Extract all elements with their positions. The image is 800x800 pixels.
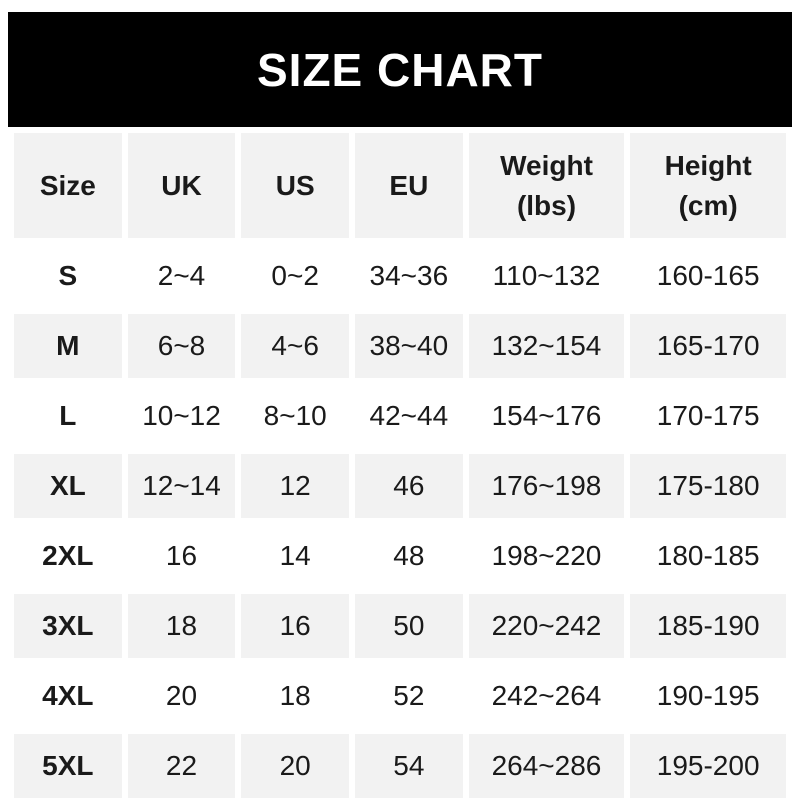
height-cell: 190-195 [630, 664, 786, 728]
height-cell: 165-170 [630, 314, 786, 378]
height-cell: 180-185 [630, 524, 786, 588]
table-row-m: M 6~8 4~6 38~40 132~154 165-170 [14, 314, 786, 378]
table-row-3xl: 3XL 18 16 50 220~242 185-190 [14, 594, 786, 658]
size-cell: 4XL [14, 664, 122, 728]
size-cell: L [14, 384, 122, 448]
table-row-4xl: 4XL 20 18 52 242~264 190-195 [14, 664, 786, 728]
size-cell: XL [14, 454, 122, 518]
size-cell: 5XL [14, 734, 122, 798]
uk-cell: 6~8 [127, 314, 236, 378]
size-cell: S [14, 244, 122, 308]
table-row-l: L 10~12 8~10 42~44 154~176 170-175 [14, 384, 786, 448]
header-row: Size UK US EU Weight (lbs) Height (cm) [14, 133, 786, 238]
table-row-5xl: 5XL 22 20 54 264~286 195-200 [14, 734, 786, 798]
uk-cell: 2~4 [127, 244, 236, 308]
eu-cell: 50 [355, 594, 463, 658]
col-header-weight: Weight (lbs) [468, 133, 625, 238]
col-header-label: UK [161, 169, 202, 201]
us-cell: 16 [241, 594, 350, 658]
weight-cell: 220~242 [468, 594, 625, 658]
height-cell: 185-190 [630, 594, 786, 658]
us-cell: 18 [241, 664, 350, 728]
weight-cell: 176~198 [468, 454, 625, 518]
table-row-s: S 2~4 0~2 34~36 110~132 160-165 [14, 244, 786, 308]
col-header-label: EU [389, 169, 429, 201]
page-title: SIZE CHART [257, 43, 543, 96]
eu-cell: 42~44 [355, 384, 463, 448]
table-row-xl: XL 12~14 12 46 176~198 175-180 [14, 454, 786, 518]
height-cell: 195-200 [630, 734, 786, 798]
us-cell: 4~6 [241, 314, 350, 378]
uk-cell: 12~14 [127, 454, 236, 518]
weight-cell: 154~176 [468, 384, 625, 448]
us-cell: 0~2 [241, 244, 350, 308]
eu-cell: 38~40 [355, 314, 463, 378]
us-cell: 8~10 [241, 384, 350, 448]
title-bar: SIZE CHART [8, 12, 792, 127]
eu-cell: 52 [355, 664, 463, 728]
weight-cell: 132~154 [468, 314, 625, 378]
col-header-us: US [241, 133, 350, 238]
size-cell: M [14, 314, 122, 378]
col-header-label: Height [664, 149, 752, 181]
us-cell: 20 [241, 734, 350, 798]
table-row-2xl: 2XL 16 14 48 198~220 180-185 [14, 524, 786, 588]
eu-cell: 48 [355, 524, 463, 588]
uk-cell: 16 [127, 524, 236, 588]
col-header-eu: EU [355, 133, 463, 238]
height-cell: 170-175 [630, 384, 786, 448]
size-chart-table: Size UK US EU Weight (lbs) Height (cm) [8, 127, 792, 800]
size-cell: 3XL [14, 594, 122, 658]
size-cell: 2XL [14, 524, 122, 588]
weight-cell: 242~264 [468, 664, 625, 728]
weight-cell: 110~132 [468, 244, 625, 308]
eu-cell: 46 [355, 454, 463, 518]
weight-cell: 264~286 [468, 734, 625, 798]
us-cell: 14 [241, 524, 350, 588]
eu-cell: 34~36 [355, 244, 463, 308]
col-header-label: Size [39, 169, 96, 201]
uk-cell: 10~12 [127, 384, 236, 448]
col-header-unit: (cm) [678, 189, 738, 221]
uk-cell: 20 [127, 664, 236, 728]
col-header-size: Size [14, 133, 122, 238]
col-header-label: Weight [500, 149, 593, 181]
col-header-unit: (lbs) [516, 189, 577, 221]
height-cell: 175-180 [630, 454, 786, 518]
col-header-label: US [275, 169, 315, 201]
height-cell: 160-165 [630, 244, 786, 308]
uk-cell: 22 [127, 734, 236, 798]
weight-cell: 198~220 [468, 524, 625, 588]
uk-cell: 18 [127, 594, 236, 658]
col-header-height: Height (cm) [630, 133, 786, 238]
eu-cell: 54 [355, 734, 463, 798]
us-cell: 12 [241, 454, 350, 518]
col-header-uk: UK [127, 133, 236, 238]
